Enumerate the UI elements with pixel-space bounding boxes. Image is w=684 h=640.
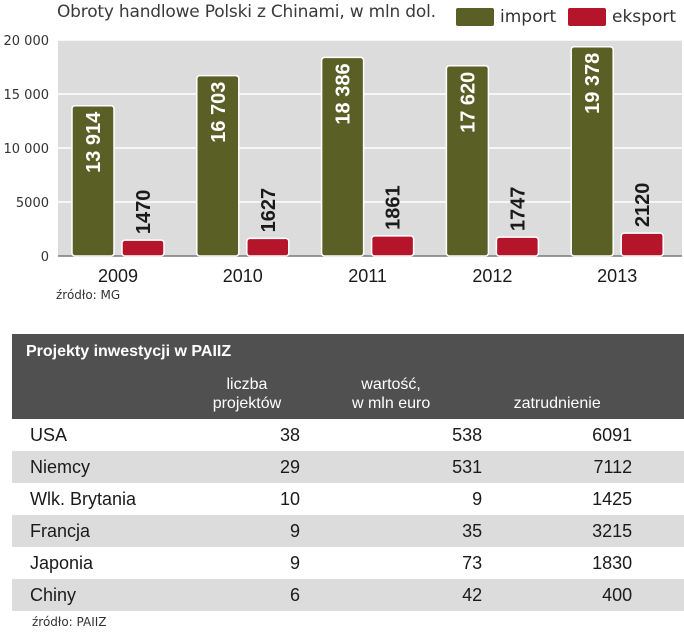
x-category-label: 2009 [98, 266, 138, 286]
header-value-line1: wartość, [361, 376, 421, 393]
bar-eksport [370, 235, 415, 257]
x-category-label: 2011 [348, 266, 387, 286]
cell-country: Francja [30, 520, 91, 541]
bar-eksport [495, 236, 540, 257]
import-value-label: 13 914 [83, 111, 105, 173]
table-row: USA 38 538 6091 [12, 419, 684, 451]
chart-title: Obroty handlowe Polski z Chinami, w mln … [57, 2, 436, 22]
table-body: USA 38 538 6091 Niemcy 29 531 7112 Wlk. Brytania… [12, 419, 684, 611]
cell-employment: 1830 [592, 552, 633, 573]
table-row: Wlk. Brytania 10 9 1425 [12, 483, 684, 515]
eksport-value-label: 1747 [507, 187, 529, 232]
cell-pad [632, 515, 684, 547]
cell-country: Wlk. Brytania [30, 488, 137, 509]
cell-value: 531 [452, 456, 483, 477]
import-value-label: 19 378 [582, 53, 604, 114]
bar-eksport [620, 232, 664, 257]
table-title: Projekty inwestycji w PAIIZ [26, 342, 232, 360]
cell-project-count: 9 [290, 520, 301, 541]
import-value-label: 16 703 [208, 82, 230, 143]
eksport-value-label: 2120 [632, 183, 654, 228]
cell-employment: 1425 [592, 488, 633, 509]
table-row: Japonia 9 73 1830 [12, 547, 684, 579]
table-source: źródło: PAIIZ [32, 615, 107, 629]
bar-import [320, 56, 365, 257]
header-country [12, 362, 194, 419]
cell-value: 35 [462, 520, 483, 541]
import-value-label: 17 620 [457, 72, 479, 133]
header-value-line2: w mln euro [351, 395, 431, 412]
investment-table-panel: Projekty inwestycji w PAIIZ liczba proje… [12, 334, 684, 629]
cell-employment: 7112 [593, 456, 633, 477]
header-project-count-line1: liczba [226, 376, 268, 393]
x-category-label: 2013 [597, 266, 637, 286]
cell-employment: 400 [602, 584, 633, 605]
eksport-value-label: 1470 [133, 190, 155, 235]
cell-employment: 3215 [592, 520, 633, 541]
header-employment: zatrudnienie [482, 362, 632, 419]
cell-pad [632, 451, 684, 483]
table-row: Francja 9 35 3215 [12, 515, 684, 547]
cell-pad [632, 547, 684, 579]
cell-pad [632, 579, 684, 611]
chart-source: źródło: MG [56, 288, 121, 302]
header-project-count: liczba projektów [194, 362, 300, 419]
x-category-label: 2010 [223, 266, 263, 286]
header-value: wartość, w mln euro [300, 362, 482, 419]
y-tick-label: 0 [41, 250, 49, 265]
trade-bar-chart: 0 5000 10 000 15 000 20 000 13 914 1470 2009 16 … [4, 34, 682, 286]
legend-eksport-swatch [568, 8, 606, 26]
legend-eksport: eksport [568, 6, 676, 28]
cell-project-count: 38 [279, 424, 301, 445]
cell-pad [632, 419, 684, 451]
bar-import [71, 104, 115, 257]
import-value-label: 18 386 [333, 63, 355, 124]
cell-value: 538 [452, 424, 483, 445]
cell-country: Japonia [30, 552, 94, 573]
cell-project-count: 10 [279, 488, 301, 509]
header-employment-line1: zatrudnienie [513, 395, 601, 412]
investment-table: Projekty inwestycji w PAIIZ liczba proje… [12, 334, 684, 611]
eksport-value-label: 1861 [383, 185, 405, 230]
cell-value: 9 [472, 488, 483, 509]
cell-project-count: 9 [290, 552, 301, 573]
cell-employment: 6091 [592, 424, 633, 445]
table-row: Chiny 6 42 400 [12, 579, 684, 611]
legend-import-label: import [500, 7, 557, 27]
cell-project-count: 6 [290, 584, 301, 605]
legend-import: import [456, 6, 556, 28]
bar-eksport [246, 237, 290, 257]
trade-chart-panel: 0 5000 10 000 15 000 20 000 13 914 1470 2009 16 … [0, 0, 684, 310]
legend-eksport-label: eksport [612, 7, 677, 27]
cell-country: Chiny [30, 584, 77, 605]
cell-pad [632, 483, 684, 515]
header-project-count-line2: projektów [212, 395, 282, 412]
cell-value: 73 [462, 552, 483, 573]
cell-country: Niemcy [30, 456, 91, 477]
legend-import-swatch [456, 8, 494, 26]
y-tick-label: 20 000 [4, 34, 50, 49]
bar-eksport [121, 239, 165, 257]
y-tick-label: 5000 [16, 196, 49, 211]
cell-value: 42 [462, 584, 483, 605]
bar-import [445, 64, 490, 257]
y-tick-label: 10 000 [4, 142, 50, 157]
y-tick-label: 15 000 [4, 88, 50, 103]
bar-import [570, 45, 614, 257]
cell-country: USA [30, 424, 68, 445]
eksport-value-label: 1627 [258, 188, 280, 233]
header-pad [632, 362, 684, 419]
table-row: Niemcy 29 531 7112 [12, 451, 684, 483]
bar-import [196, 74, 240, 257]
x-category-label: 2012 [472, 266, 512, 286]
cell-project-count: 29 [279, 456, 301, 477]
